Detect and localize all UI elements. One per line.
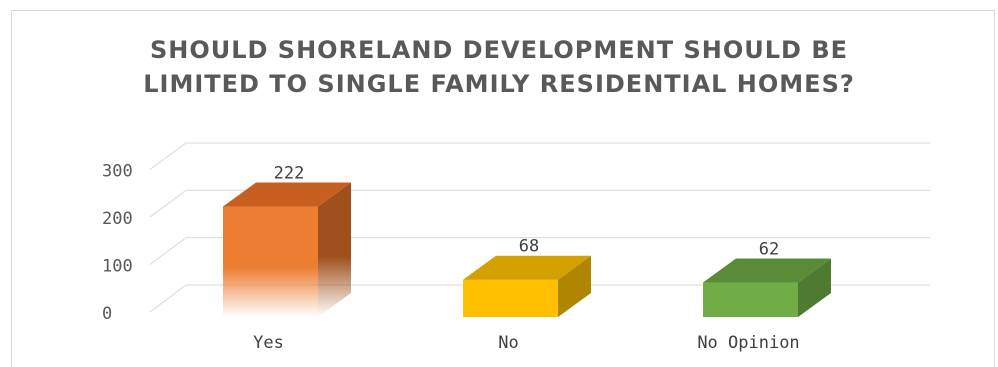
x-tick-label: No Opinion — [697, 333, 799, 353]
chart-title-line-1: SHOULD SHORELAND DEVELOPMENT SHOULD BE — [149, 36, 849, 64]
gridline-side — [149, 189, 187, 218]
gridline-side — [149, 142, 187, 170]
y-tick-label: 300 — [102, 162, 133, 182]
x-tick-label: Yes — [253, 333, 284, 353]
bar-front — [463, 279, 558, 317]
chart-title-line-2: LIMITED TO SINGLE FAMILY RESIDENTIAL HOM… — [143, 70, 855, 98]
bar-side — [558, 255, 591, 317]
y-tick-label: 200 — [102, 209, 133, 229]
data-label: 68 — [519, 237, 539, 257]
data-labels: 222 68 62 — [274, 164, 780, 260]
x-axis-ticks: Yes No No Opinion — [253, 333, 800, 353]
bar-yes — [223, 182, 351, 317]
bar-top — [463, 255, 591, 280]
y-tick-label: 0 — [102, 304, 112, 324]
x-tick-label: No — [498, 333, 518, 353]
y-axis-ticks: 0 100 200 300 — [102, 162, 133, 325]
data-label: 222 — [274, 164, 305, 184]
bar-side — [318, 182, 351, 317]
bar-top — [223, 182, 351, 207]
gridline-side — [149, 284, 187, 313]
bar-front — [223, 206, 318, 317]
bar-top — [703, 258, 831, 283]
bar-front — [703, 282, 798, 317]
bar-side — [798, 258, 831, 317]
bars — [223, 182, 831, 317]
y-tick-label: 100 — [102, 257, 133, 277]
bar-no — [463, 255, 591, 317]
gridline-side — [149, 237, 187, 265]
data-label: 62 — [759, 240, 779, 260]
bar-no-opinion — [703, 258, 831, 317]
chart-title: SHOULD SHORELAND DEVELOPMENT SHOULD BE L… — [0, 33, 998, 101]
